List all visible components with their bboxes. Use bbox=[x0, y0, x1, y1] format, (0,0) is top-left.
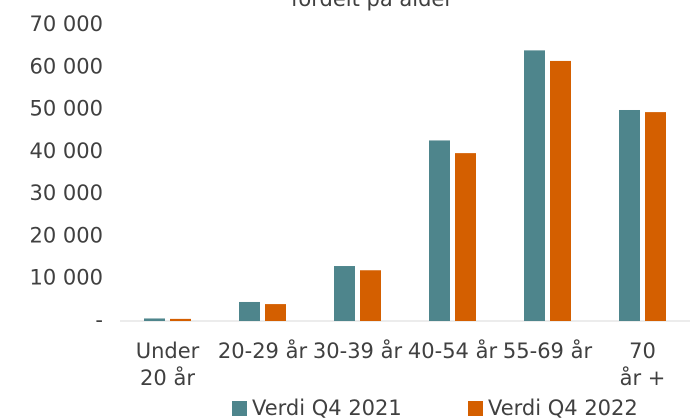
y-tick-label: 50 000 bbox=[30, 97, 103, 121]
bar bbox=[455, 153, 476, 321]
y-tick-label: 10 000 bbox=[30, 266, 103, 290]
x-tick-label-line: år + bbox=[620, 365, 666, 390]
x-tick-label: 70 år + bbox=[620, 339, 666, 390]
x-tick-label: Under 20 år bbox=[136, 339, 200, 390]
y-tick-label: 30 000 bbox=[30, 181, 103, 205]
bar bbox=[524, 50, 545, 321]
y-tick-label: 20 000 bbox=[30, 223, 103, 247]
chart-title: fordelt på alder bbox=[291, 0, 453, 11]
bar bbox=[170, 318, 191, 321]
x-tick-label-line: 20 år bbox=[140, 365, 195, 390]
bar bbox=[334, 266, 355, 321]
legend-swatch bbox=[468, 401, 483, 416]
bar bbox=[550, 60, 571, 321]
bar bbox=[144, 318, 165, 321]
x-tick-label: 30-39 år bbox=[313, 338, 403, 363]
y-tick-label: 70 000 bbox=[30, 12, 103, 36]
y-tick-label: 60 000 bbox=[30, 54, 103, 78]
bar bbox=[265, 304, 286, 321]
x-tick-label: 40-54 år bbox=[408, 338, 498, 363]
x-tick-label: 55-69 år bbox=[503, 338, 593, 363]
bar bbox=[429, 140, 450, 321]
bar bbox=[619, 109, 640, 321]
bar bbox=[645, 112, 666, 321]
x-tick-label-line: Under bbox=[136, 339, 200, 363]
x-tick-label: 20-29 år bbox=[218, 338, 308, 363]
legend-label: Verdi Q4 2021 bbox=[252, 396, 402, 420]
bar bbox=[360, 270, 381, 321]
y-tick-label: - bbox=[95, 308, 103, 332]
y-tick-label: 40 000 bbox=[30, 139, 103, 163]
legend-label: Verdi Q4 2022 bbox=[488, 396, 638, 420]
x-tick-label-line: 70 bbox=[629, 339, 656, 363]
legend-swatch bbox=[232, 401, 247, 416]
bar bbox=[239, 301, 260, 321]
